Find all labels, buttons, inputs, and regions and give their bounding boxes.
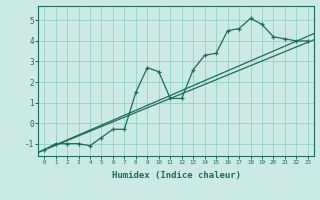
X-axis label: Humidex (Indice chaleur): Humidex (Indice chaleur) (111, 171, 241, 180)
